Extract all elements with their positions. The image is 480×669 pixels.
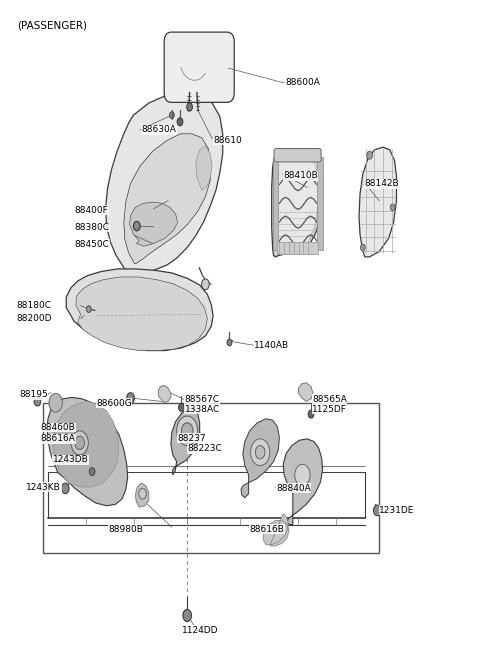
Text: 88840A: 88840A xyxy=(276,484,311,493)
Text: 88400F: 88400F xyxy=(74,205,108,215)
Polygon shape xyxy=(272,155,323,257)
Polygon shape xyxy=(130,202,178,246)
Circle shape xyxy=(127,393,134,403)
Circle shape xyxy=(177,118,183,126)
Circle shape xyxy=(255,446,265,459)
Text: 88567C: 88567C xyxy=(185,395,220,404)
Text: 88616B: 88616B xyxy=(250,524,285,534)
Text: 88460B: 88460B xyxy=(41,423,75,432)
Polygon shape xyxy=(47,397,128,506)
Circle shape xyxy=(139,488,146,499)
Text: (PASSENGER): (PASSENGER) xyxy=(17,21,87,30)
Polygon shape xyxy=(196,146,212,190)
Circle shape xyxy=(88,456,96,467)
Polygon shape xyxy=(263,514,289,546)
Circle shape xyxy=(34,397,41,406)
Polygon shape xyxy=(158,385,171,403)
Circle shape xyxy=(360,244,365,251)
FancyBboxPatch shape xyxy=(164,32,234,102)
Circle shape xyxy=(373,505,381,516)
Circle shape xyxy=(71,431,88,455)
Circle shape xyxy=(202,279,209,290)
Circle shape xyxy=(183,609,192,622)
Text: 1231DE: 1231DE xyxy=(379,506,415,515)
Polygon shape xyxy=(171,408,200,475)
Polygon shape xyxy=(53,401,119,487)
Text: 88980B: 88980B xyxy=(108,524,143,534)
Polygon shape xyxy=(317,157,323,250)
Circle shape xyxy=(169,112,174,118)
Polygon shape xyxy=(283,439,323,524)
Text: 1243KB: 1243KB xyxy=(26,482,61,492)
Circle shape xyxy=(75,436,84,450)
Circle shape xyxy=(133,221,140,231)
Polygon shape xyxy=(106,92,223,273)
Text: 88180C: 88180C xyxy=(17,301,52,310)
Polygon shape xyxy=(276,159,318,250)
Polygon shape xyxy=(124,134,211,264)
Polygon shape xyxy=(241,419,279,498)
Circle shape xyxy=(49,393,62,412)
Text: 1338AC: 1338AC xyxy=(185,405,220,414)
Text: 88410B: 88410B xyxy=(283,171,318,181)
Text: 1243DB: 1243DB xyxy=(53,455,88,464)
Circle shape xyxy=(89,468,95,476)
Circle shape xyxy=(86,306,91,312)
Polygon shape xyxy=(359,147,396,257)
Text: 1125DF: 1125DF xyxy=(312,405,347,414)
Polygon shape xyxy=(135,483,149,507)
Circle shape xyxy=(61,483,69,494)
Text: 88380C: 88380C xyxy=(74,223,109,232)
Circle shape xyxy=(390,204,395,211)
Circle shape xyxy=(295,464,310,486)
Text: 88630A: 88630A xyxy=(142,125,177,134)
Polygon shape xyxy=(299,383,313,401)
Circle shape xyxy=(181,423,193,439)
Text: 88223C: 88223C xyxy=(187,444,222,454)
Polygon shape xyxy=(76,277,207,351)
Text: 88142B: 88142B xyxy=(365,179,399,189)
Text: 88195: 88195 xyxy=(19,390,48,399)
Text: 88610: 88610 xyxy=(214,136,242,145)
Text: 88450C: 88450C xyxy=(74,240,109,249)
Bar xyxy=(43,403,379,553)
Text: 1124DD: 1124DD xyxy=(182,626,219,635)
Text: 88565A: 88565A xyxy=(312,395,347,404)
Circle shape xyxy=(227,339,232,346)
Circle shape xyxy=(179,403,184,411)
Text: 88600G: 88600G xyxy=(96,399,132,408)
Text: 88600A: 88600A xyxy=(286,78,321,88)
Polygon shape xyxy=(277,242,318,254)
Polygon shape xyxy=(66,269,213,351)
FancyBboxPatch shape xyxy=(274,149,321,162)
Circle shape xyxy=(367,151,372,159)
Text: 88237: 88237 xyxy=(178,434,206,443)
Circle shape xyxy=(251,439,270,466)
Circle shape xyxy=(308,410,314,418)
Polygon shape xyxy=(273,157,278,250)
Text: 1140AB: 1140AB xyxy=(254,341,289,350)
Circle shape xyxy=(177,416,198,446)
Text: 88616A: 88616A xyxy=(41,434,76,444)
Circle shape xyxy=(187,103,192,111)
Text: 88200D: 88200D xyxy=(17,314,52,323)
